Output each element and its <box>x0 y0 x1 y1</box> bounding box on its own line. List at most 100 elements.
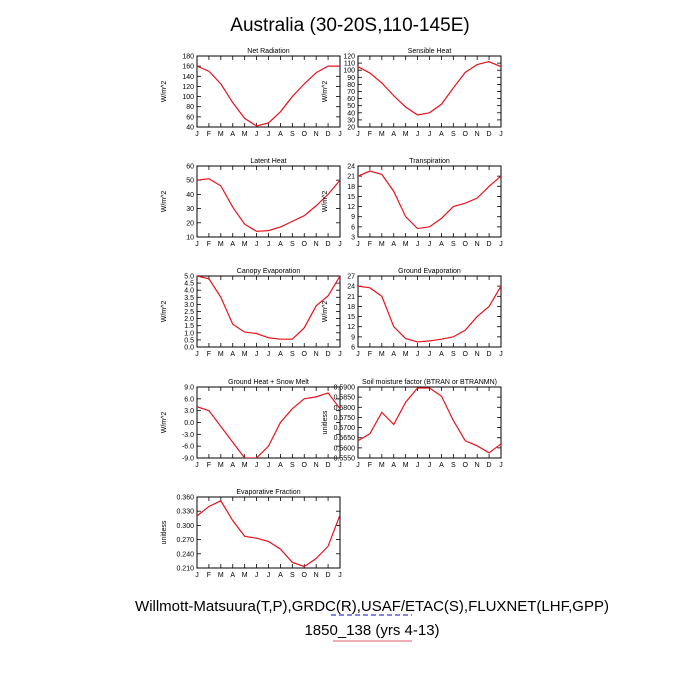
y-tick-label: -6.0 <box>182 444 194 451</box>
y-tick-label: 3.5 <box>184 295 194 302</box>
footer-source-line: Willmott-Matsuura(T,P),GRDC(R),USAF/ETAC… <box>135 598 609 615</box>
x-tick-label: A <box>230 241 235 248</box>
y-tick-label: 0.5700 <box>334 425 356 432</box>
x-tick-label: S <box>451 462 456 469</box>
panel-4: Canopy Evaporation 0.00.51.01.52.02.53.03… <box>161 268 342 358</box>
x-tick-label: N <box>314 241 319 248</box>
x-tick-label: J <box>255 241 259 248</box>
x-tick-label: D <box>487 131 492 138</box>
y-tick-label: 15 <box>347 194 355 201</box>
x-tick-label: J <box>267 462 271 469</box>
x-tick-label: F <box>207 131 211 138</box>
x-tick-label: M <box>403 131 409 138</box>
x-tick-label: O <box>302 241 308 248</box>
panel-title: Soil moisture factor (BTRAN or BTRANMN) <box>362 379 497 386</box>
x-tick-label: J <box>338 462 342 469</box>
x-tick-label: D <box>326 351 331 358</box>
x-tick-label: J <box>195 241 199 248</box>
x-tick-label: M <box>379 462 385 469</box>
y-tick-label: 10 <box>186 235 194 242</box>
x-tick-label: O <box>463 241 469 248</box>
y-tick-label: 0.5600 <box>334 445 356 452</box>
x-tick-label: J <box>416 241 420 248</box>
y-tick-label: 140 <box>182 74 194 81</box>
x-tick-label: F <box>368 131 372 138</box>
y-tick-label: 70 <box>347 89 355 96</box>
x-tick-label: F <box>368 351 372 358</box>
x-tick-label: M <box>379 241 385 248</box>
panel-6: Ground Heat + Snow Melt -9.0 -6.0 -3.0 0.0 3.… <box>161 379 342 469</box>
y-axis-label: W/m^2 <box>322 301 329 323</box>
x-tick-label: J <box>499 462 503 469</box>
y-tick-label: 90 <box>347 75 355 82</box>
x-tick-label: J <box>338 572 342 579</box>
y-tick-label: 12 <box>347 324 355 331</box>
x-tick-label: A <box>230 462 235 469</box>
y-tick-label: 110 <box>344 61 355 68</box>
x-tick-label: M <box>218 462 224 469</box>
y-tick-label: 0.5550 <box>334 456 356 463</box>
y-tick-label: 3.0 <box>184 302 194 309</box>
x-tick-label: J <box>255 572 259 579</box>
x-tick-label: M <box>242 462 248 469</box>
x-tick-label: A <box>278 351 283 358</box>
x-tick-label: J <box>267 572 271 579</box>
x-tick-label: M <box>403 462 409 469</box>
x-tick-label: J <box>416 462 420 469</box>
x-tick-label: S <box>451 241 456 248</box>
panel-frame <box>196 496 341 569</box>
y-tick-label: 0.5750 <box>334 415 356 422</box>
y-tick-label: 6 <box>351 224 355 231</box>
x-tick-label: A <box>391 131 396 138</box>
y-axis-label: W/m^2 <box>161 412 168 434</box>
y-tick-label: 0.5650 <box>334 435 356 442</box>
x-tick-label: M <box>218 241 224 248</box>
x-tick-label: M <box>403 241 409 248</box>
x-tick-label: J <box>255 351 259 358</box>
x-tick-label: S <box>290 131 295 138</box>
y-tick-label: 0.210 <box>176 566 194 573</box>
x-tick-label: J <box>416 351 420 358</box>
x-tick-label: D <box>487 351 492 358</box>
x-tick-label: M <box>218 131 224 138</box>
panel-frame <box>196 55 341 128</box>
y-tick-label: 0.0 <box>184 420 194 427</box>
series-line <box>197 276 340 340</box>
y-tick-label: 60 <box>186 114 194 121</box>
y-tick-label: 0.5900 <box>334 385 356 392</box>
y-tick-label: 160 <box>182 64 194 71</box>
panel-title: Ground Heat + Snow Melt <box>228 379 309 386</box>
x-tick-label: J <box>338 351 342 358</box>
x-tick-label: J <box>428 241 432 248</box>
x-tick-label: J <box>195 462 199 469</box>
y-tick-label: 0.240 <box>176 551 194 558</box>
x-tick-label: F <box>368 462 372 469</box>
x-tick-label: M <box>379 131 385 138</box>
y-tick-label: 100 <box>182 94 194 101</box>
x-tick-label: S <box>451 351 456 358</box>
panel-frame <box>357 275 502 348</box>
x-tick-label: J <box>356 351 360 358</box>
x-tick-label: S <box>290 462 295 469</box>
y-tick-label: 2.5 <box>184 309 194 316</box>
y-tick-label: 18 <box>347 304 355 311</box>
x-tick-label: A <box>278 572 283 579</box>
y-axis-label: W/m^2 <box>161 81 168 103</box>
y-tick-label: 24 <box>347 164 355 171</box>
y-tick-label: 40 <box>186 125 194 132</box>
x-tick-label: N <box>475 241 480 248</box>
y-tick-label: 50 <box>186 178 194 185</box>
x-tick-label: M <box>218 572 224 579</box>
panel-7: Soil moisture factor (BTRAN or BTRANMN) 0… <box>322 379 503 469</box>
x-tick-label: J <box>428 131 432 138</box>
x-tick-label: F <box>207 462 211 469</box>
y-tick-label: 50 <box>347 103 355 110</box>
y-tick-label: 9 <box>351 334 355 341</box>
series-line <box>358 61 501 116</box>
y-tick-label: 20 <box>186 220 194 227</box>
x-tick-label: S <box>290 351 295 358</box>
x-tick-label: J <box>499 131 503 138</box>
